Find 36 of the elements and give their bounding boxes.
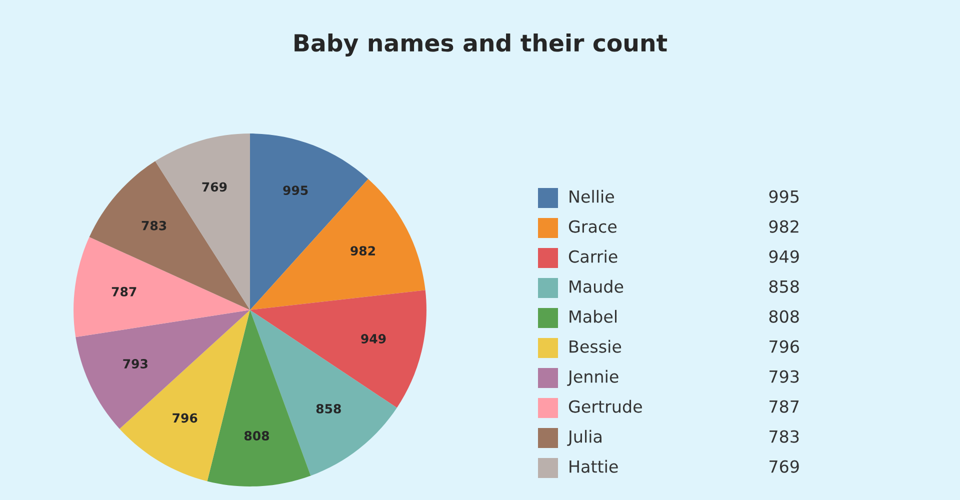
pie-slice <box>76 310 250 429</box>
legend-label: Mabel <box>570 310 616 323</box>
text: 787 <box>770 400 799 413</box>
pie-slice <box>207 310 311 486</box>
pie-slice <box>74 237 250 338</box>
data-label: 787 <box>112 286 136 296</box>
data-label: 793 <box>123 359 148 368</box>
data-label: 995 <box>283 186 308 196</box>
pie-slice <box>89 161 250 310</box>
data-label: 808 <box>244 431 270 441</box>
text: 769 <box>770 460 799 473</box>
text: 858 <box>769 280 799 293</box>
text: 783 <box>770 430 799 443</box>
data-label: 783 <box>142 220 166 230</box>
legend-label: Bessie <box>570 340 622 353</box>
chart-title: Baby names and their count <box>294 33 668 57</box>
text: 982 <box>769 220 798 233</box>
text: 995 <box>769 190 799 203</box>
legend-label: Gertrude <box>568 400 642 413</box>
legend-label: Julia <box>567 430 602 446</box>
data-label: 858 <box>316 404 341 414</box>
legend-label: Maude <box>570 280 624 293</box>
legend-label: Jennie <box>567 370 618 386</box>
legend-label: Nellie <box>570 190 614 203</box>
legend-label: Hattie <box>570 460 618 473</box>
legend-label: Carrie <box>568 250 618 263</box>
data-label: 982 <box>350 246 375 256</box>
data-label: 796 <box>172 413 198 423</box>
pie-slice <box>250 178 426 310</box>
data-label: 769 <box>202 182 227 192</box>
legend-label: Grace <box>568 220 617 233</box>
text: 796 <box>770 340 799 353</box>
data-label: 949 <box>361 334 386 344</box>
text: 808 <box>769 310 799 323</box>
text: 793 <box>770 370 799 383</box>
text: 949 <box>769 250 799 263</box>
